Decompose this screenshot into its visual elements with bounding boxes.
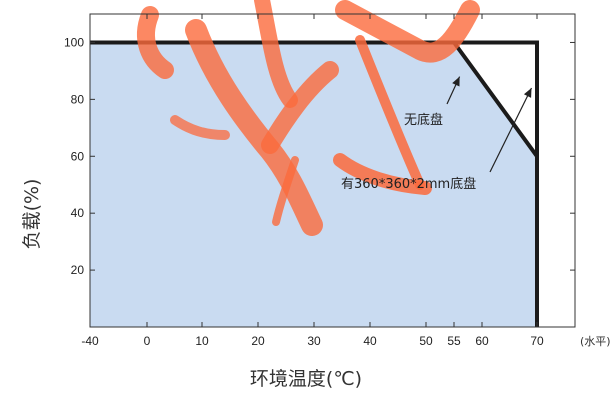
y-axis-title: 负载(%) <box>21 179 43 250</box>
x-tick-label: -40 <box>81 334 99 348</box>
annotation-arrow-head <box>452 76 460 87</box>
x-axis-unit-note: (水平) <box>580 335 611 348</box>
series-line-with-chassis <box>90 40 539 327</box>
x-tick-label: 20 <box>251 334 265 348</box>
labels-layer: -40 0 10 20 30 40 50 55 60 70 20 40 60 80 100 无底盘有360*3… <box>21 35 611 390</box>
x-tick-label: 40 <box>363 334 377 348</box>
x-tick-label: 60 <box>475 334 489 348</box>
safe-operating-area <box>90 42 537 328</box>
watermark-logo <box>137 0 480 236</box>
x-tick-label: 50 <box>419 334 433 348</box>
y-tick-label: 40 <box>71 206 85 220</box>
y-tick-label: 100 <box>64 35 84 49</box>
x-tick-label: 70 <box>530 334 544 348</box>
annotation-label: 无底盘 <box>404 112 443 128</box>
x-tick-label: 30 <box>307 334 321 348</box>
x-axis-title: 环境温度(℃) <box>250 368 362 390</box>
x-tick-label: 10 <box>195 334 209 348</box>
plot-border <box>89 13 576 328</box>
y-tick-label: 80 <box>71 92 85 106</box>
x-tick-label: 55 <box>447 334 461 348</box>
axes-layer <box>89 13 576 328</box>
x-tick-label: 0 <box>144 334 151 348</box>
annotation-arrow-head <box>523 87 532 98</box>
annotation-arrow-line <box>489 87 533 173</box>
y-tick-label: 60 <box>71 149 85 163</box>
y-tick-label: 20 <box>71 263 85 277</box>
annotation-label: 有360*360*2mm底盘 <box>341 176 476 192</box>
